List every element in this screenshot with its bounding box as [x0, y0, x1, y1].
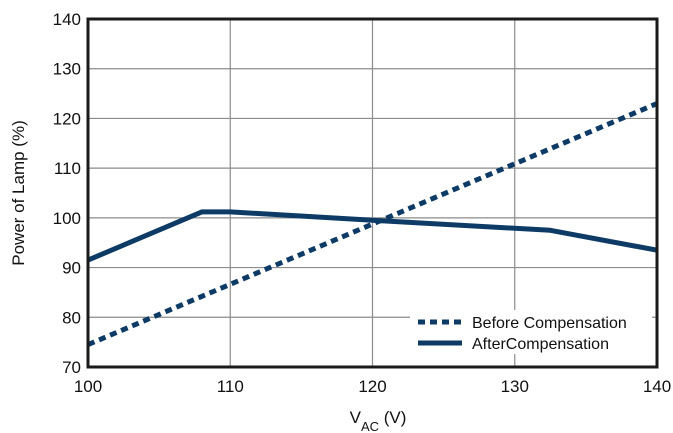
y-tick-label: 70	[62, 358, 81, 377]
y-tick-label: 120	[53, 109, 81, 128]
series-line-after-compensation	[88, 209, 657, 263]
plot-frame	[86, 17, 659, 369]
y-tick-label: 80	[62, 308, 81, 327]
legend-label: AfterCompensation	[472, 336, 609, 353]
legend: Before Compensation AfterCompensation	[410, 310, 652, 354]
x-axis-title-subscript: AC	[361, 419, 379, 433]
tick-labels: 100 110 120 130 140 70 80 90 100 110 120 130 140	[53, 10, 672, 396]
y-tick-label: 130	[53, 60, 81, 79]
y-tick-label: 90	[62, 259, 81, 278]
x-tick-label: 110	[217, 377, 244, 396]
legend-label: Before Compensation	[472, 315, 627, 332]
series-layer	[88, 101, 657, 347]
x-tick-label: 100	[74, 377, 102, 396]
y-tick-label: 110	[54, 159, 81, 178]
x-axis-title-main: V	[350, 408, 362, 427]
x-tick-label: 120	[358, 377, 386, 396]
y-tick-label: 140	[53, 10, 81, 29]
legend-background	[410, 310, 652, 354]
series-line-before-compensation	[88, 101, 657, 347]
x-tick-label: 140	[643, 377, 671, 396]
y-axis-title: Power of Lamp (%)	[9, 120, 28, 266]
y-tick-label: 100	[53, 209, 81, 228]
x-tick-label: 130	[501, 377, 529, 396]
x-axis-title: VAC (V)	[350, 408, 407, 433]
x-axis-title-unit: (V)	[379, 408, 406, 427]
